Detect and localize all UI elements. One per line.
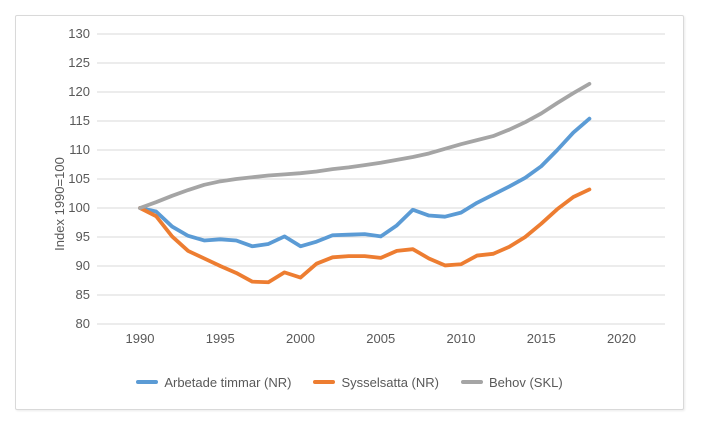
- x-tick-label-2020: 2020: [607, 331, 636, 346]
- y-tick-label-130: 130: [68, 26, 90, 41]
- x-tick-label-2010: 2010: [446, 331, 476, 346]
- legend-marker-icon: [136, 380, 159, 384]
- legend-marker-icon: [460, 380, 483, 384]
- y-tick-label-110: 110: [69, 142, 90, 157]
- series-line-sysselsatta-nr: [138, 187, 592, 285]
- y-tick-label-115: 115: [69, 113, 90, 128]
- legend-label: Sysselsatta (NR): [341, 374, 439, 390]
- y-tick-label-120: 120: [68, 84, 90, 99]
- x-tick-label-1995: 1995: [205, 331, 235, 346]
- legend-item-sysselsatta-nr: Sysselsatta (NR): [313, 375, 439, 390]
- series-line-behov-skl: [138, 81, 592, 210]
- series-lines: [138, 81, 592, 285]
- y-tick-label-80: 80: [75, 316, 90, 331]
- y-tick-label-100: 100: [68, 200, 90, 215]
- legend-item-arbetade-timmar-nr: Arbetade timmar (NR): [136, 375, 291, 390]
- gridlines: [97, 33, 665, 325]
- legend: Arbetade timmar (NR) Sysselsatta (NR) Beho…: [16, 372, 683, 392]
- x-tick-label-2015: 2015: [526, 331, 556, 346]
- series-line-arbetade-timmar-nr: [138, 116, 592, 249]
- x-tick-label-2005: 2005: [366, 331, 396, 346]
- x-tick-label-1990: 1990: [125, 331, 155, 346]
- legend-label: Behov (SKL): [488, 374, 563, 390]
- x-tick-label-2000: 2000: [286, 331, 315, 346]
- y-tick-label-105: 105: [68, 171, 90, 186]
- y-tick-label-90: 90: [75, 258, 90, 273]
- legend-marker-icon: [313, 380, 336, 384]
- y-tick-label-95: 95: [75, 229, 90, 244]
- legend-label: Arbetade timmar (NR): [164, 374, 292, 390]
- y-tick-label-125: 125: [68, 55, 90, 70]
- chart-frame: Index 1990=100: [15, 15, 684, 410]
- y-tick-label-85: 85: [75, 287, 90, 302]
- legend-item-behov-skl: Behov (SKL): [460, 374, 563, 390]
